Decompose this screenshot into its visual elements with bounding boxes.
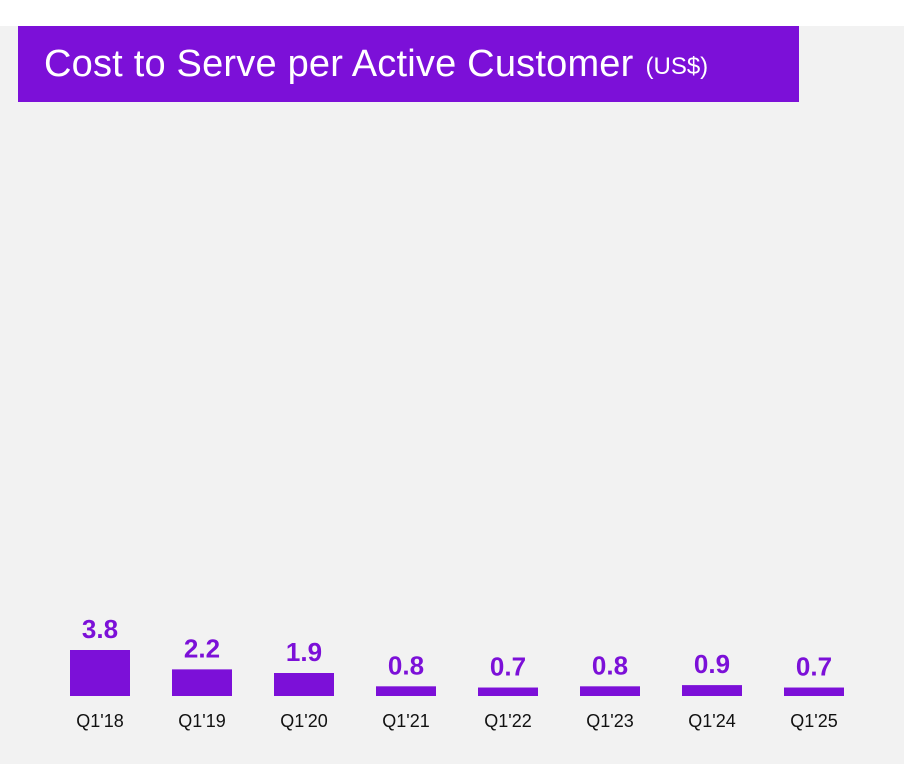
bar-6 (682, 685, 742, 696)
tick-label-7: Q1'25 (790, 711, 837, 731)
chart-title: Cost to Serve per Active Customer (44, 42, 634, 85)
value-label-4: 0.7 (490, 652, 526, 682)
bar-4 (478, 687, 538, 696)
chart-title-unit: (US$) (645, 53, 709, 80)
value-label-5: 0.8 (592, 650, 628, 680)
tick-label-2: Q1'20 (280, 711, 327, 731)
tick-label-3: Q1'21 (382, 711, 429, 731)
tick-label-0: Q1'18 (76, 711, 123, 731)
bar-5 (580, 686, 640, 696)
value-label-6: 0.9 (694, 649, 730, 679)
bar-3 (376, 686, 436, 696)
bar-7 (784, 687, 844, 696)
value-label-2: 1.9 (286, 637, 322, 667)
value-label-3: 0.8 (388, 650, 424, 680)
bar-0 (70, 650, 130, 696)
value-label-7: 0.7 (796, 652, 832, 682)
tick-label-5: Q1'23 (586, 711, 633, 731)
tick-label-4: Q1'22 (484, 711, 531, 731)
value-label-0: 3.8 (82, 614, 118, 644)
bar-1 (172, 669, 232, 696)
title-banner: Cost to Serve per Active Customer (US$) (18, 26, 799, 102)
value-label-1: 2.2 (184, 633, 220, 663)
bar-2 (274, 673, 334, 696)
chart-panel (0, 26, 904, 764)
tick-label-1: Q1'19 (178, 711, 225, 731)
tick-label-6: Q1'24 (688, 711, 735, 731)
